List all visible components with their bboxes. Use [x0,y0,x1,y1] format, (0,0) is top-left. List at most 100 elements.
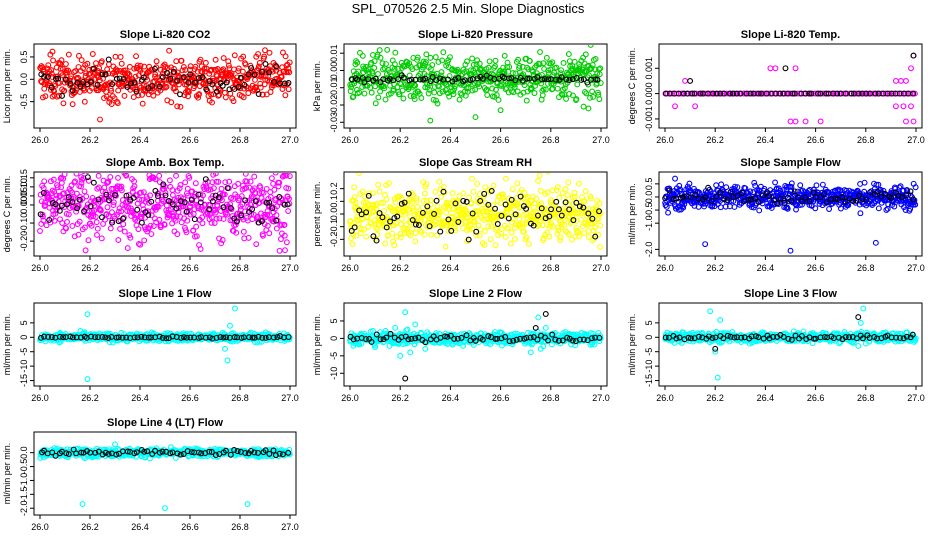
y-tick-label: -10 [329,367,339,380]
data-point [272,187,277,192]
x-tick-label: 26.4 [757,135,775,145]
chart-panel-3: Slope Li-820 Temp.degrees C per min.26.0… [627,29,925,145]
data-point [157,173,162,178]
x-tick-label: 26.8 [542,393,560,403]
data-point-outlier [683,79,688,84]
data-point [588,42,593,47]
x-tick-label: 26.2 [81,135,99,145]
data-point [286,87,291,92]
data-point [773,180,778,185]
data-point [95,233,100,238]
data-point-outlier [393,326,398,331]
x-tick-label: 26.8 [857,263,875,273]
data-point [432,90,437,95]
chart-title: Slope Gas Stream RH [419,157,532,169]
x-tick-label: 26.0 [341,263,359,273]
data-point-outlier [228,323,233,328]
data-point [583,52,588,57]
x-tick-label: 26.4 [757,263,775,273]
data-point [876,206,881,211]
data-point [167,48,172,53]
data-point [283,54,288,59]
y-tick-label: -2.0 [644,242,654,258]
data-point [470,56,475,61]
x-tick-label: 26.4 [442,393,460,403]
data-point [586,229,591,234]
y-tick-label: 0.0 [644,191,654,204]
data-point [555,185,560,190]
data-point [753,183,758,188]
data-point [424,52,429,57]
data-point [559,68,564,73]
data-point-outlier [403,310,408,315]
data-point [561,61,566,66]
data-point [392,62,397,67]
data-point [399,217,404,222]
data-point [438,229,443,234]
data-point-outlier [904,79,909,84]
data-point [441,50,446,55]
data-point-outlier [693,104,698,109]
data-point-outlier [688,79,693,84]
data-point [820,182,825,187]
y-tick-label: 0.1 [329,195,339,208]
x-tick-label: 26.6 [181,393,199,403]
data-point [65,220,70,225]
data-point [60,93,65,98]
x-tick-label: 26.2 [391,263,409,273]
y-tick-label: -0.10 [19,213,29,234]
x-tick-label: 27.0 [907,135,925,145]
data-point-outlier [768,66,773,71]
data-point-outlier [586,106,591,111]
x-tick-label: 27.0 [281,135,299,145]
plot-area [348,310,604,381]
data-point-outlier [909,66,914,71]
plot-area [663,53,917,124]
series-primary [38,306,292,381]
data-point [62,172,67,177]
data-point [149,232,154,237]
x-tick-label: 26.8 [857,135,875,145]
x-tick-label: 26.6 [492,263,510,273]
data-point [232,53,237,58]
data-point [493,243,498,248]
data-point [142,238,147,243]
data-point [814,183,819,188]
data-point [183,180,188,185]
y-tick-label: 0.5 [644,178,654,191]
data-point [503,235,508,240]
data-point-outlier [673,176,678,181]
y-tick-label: -0.001 [644,106,654,132]
y-tick-label: 0 [329,336,339,341]
data-point [383,241,388,246]
data-point [174,173,179,178]
data-point [376,95,381,100]
data-point [477,61,482,66]
data-point [362,91,367,96]
data-point [485,93,490,98]
data-point [382,209,387,214]
data-point [384,197,389,202]
x-tick-label: 26.2 [391,135,409,145]
data-point [457,97,462,102]
data-point [254,242,259,247]
data-point [724,185,729,190]
data-point [213,57,218,62]
data-point [798,183,803,188]
data-point [385,47,390,52]
data-point [174,59,179,64]
x-tick-label: 26.4 [131,135,149,145]
y-tick-label: -15 [19,374,29,387]
data-point [718,205,723,210]
data-point [94,220,99,225]
data-point [401,96,406,101]
x-tick-label: 26.8 [542,135,560,145]
data-point [588,95,593,100]
data-point [81,169,86,174]
data-point [121,222,126,227]
plot-frame [659,44,922,128]
x-tick-label: 26.0 [31,263,49,273]
data-point [434,198,439,203]
y-tick-label: 0.01 [329,44,339,62]
